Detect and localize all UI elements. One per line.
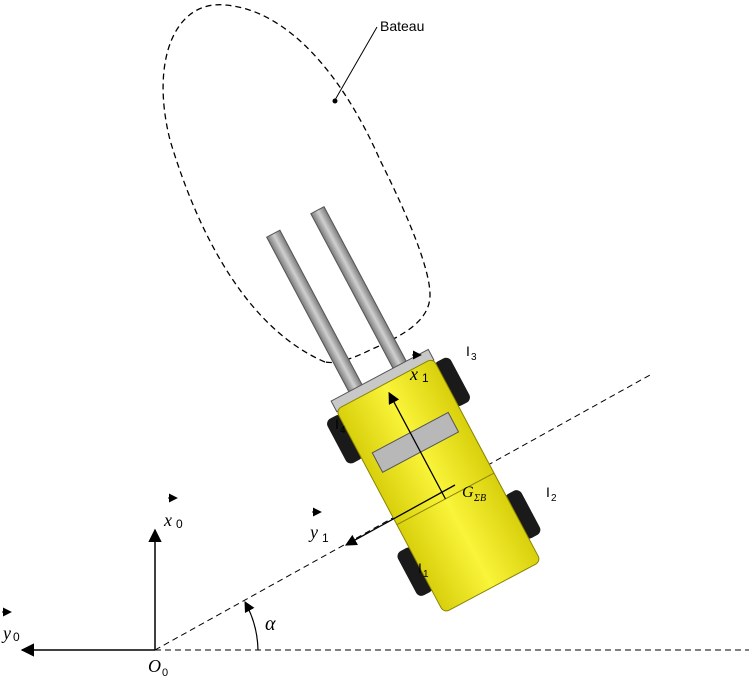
svg-text:G: G bbox=[462, 484, 474, 501]
svg-text:3: 3 bbox=[471, 352, 477, 363]
wheel-3-label: I 3 bbox=[466, 343, 477, 363]
cog-label: G ΣB bbox=[462, 484, 486, 504]
wheel-4-label: I 4 bbox=[335, 416, 346, 436]
svg-text:2: 2 bbox=[551, 493, 557, 504]
svg-text:0: 0 bbox=[13, 630, 20, 644]
svg-text:0: 0 bbox=[176, 517, 183, 531]
boat-label-dot bbox=[332, 98, 338, 104]
svg-text:1: 1 bbox=[322, 531, 329, 545]
svg-text:x: x bbox=[409, 364, 418, 384]
x0-label: x 0 bbox=[163, 493, 183, 531]
boat-label: Bateau bbox=[380, 18, 424, 34]
y0-label: y 0 bbox=[1, 607, 20, 644]
x1-label: x 1 bbox=[409, 350, 429, 385]
svg-text:I: I bbox=[546, 484, 550, 500]
alpha-arc bbox=[244, 601, 259, 651]
y1-axis bbox=[344, 484, 456, 546]
svg-text:ΣB: ΣB bbox=[473, 493, 486, 504]
svg-text:1: 1 bbox=[423, 569, 429, 580]
svg-text:0: 0 bbox=[162, 667, 168, 679]
tire-front-left bbox=[327, 415, 363, 464]
svg-text:I: I bbox=[466, 343, 470, 359]
svg-text:I: I bbox=[418, 560, 422, 576]
svg-text:y: y bbox=[308, 522, 318, 542]
svg-text:1: 1 bbox=[422, 371, 429, 385]
alpha-label: α bbox=[265, 613, 276, 635]
boat-outline bbox=[162, 4, 431, 364]
svg-text:I: I bbox=[335, 416, 339, 432]
svg-text:x: x bbox=[163, 510, 172, 530]
origin-label: O 0 bbox=[148, 656, 168, 679]
forklift bbox=[265, 205, 541, 612]
tire-front-right bbox=[434, 357, 470, 407]
wheel-2-label: I 2 bbox=[546, 484, 557, 504]
x1-axis bbox=[388, 391, 447, 500]
tire-rear-left bbox=[397, 547, 433, 596]
wheel-1-label: I 1 bbox=[418, 560, 429, 580]
svg-text:y: y bbox=[1, 623, 11, 643]
y1-label: y 1 bbox=[308, 507, 329, 545]
tire-rear-right bbox=[505, 490, 541, 539]
svg-text:O: O bbox=[148, 656, 161, 676]
boat-label-pointer bbox=[334, 26, 378, 101]
svg-text:4: 4 bbox=[340, 425, 346, 436]
